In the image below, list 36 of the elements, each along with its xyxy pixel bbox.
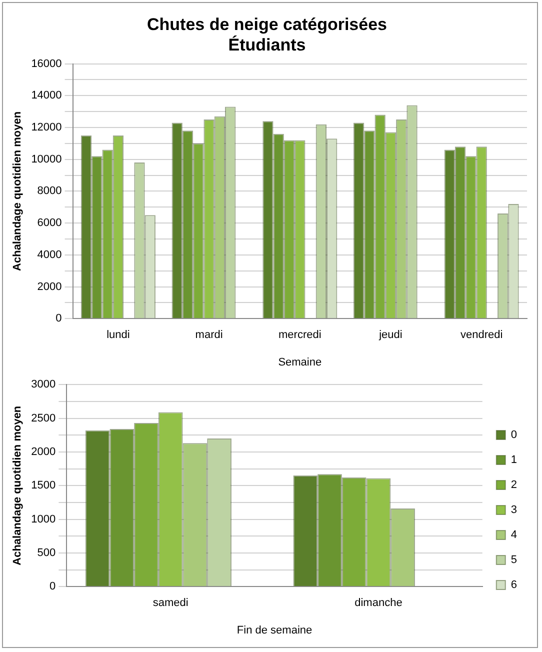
- legend-label: 5: [510, 554, 518, 566]
- legend-label: 2: [510, 479, 518, 492]
- y-tick-label: 1500: [31, 480, 56, 492]
- x-axis-title: Fin de semaine: [236, 624, 312, 636]
- legend-label: 6: [510, 579, 518, 592]
- y-tick-label: 0: [50, 580, 56, 593]
- y-tick-label: 3000: [31, 378, 56, 391]
- y-tick-label: 14000: [31, 90, 62, 102]
- y-tick-label: 8000: [37, 185, 62, 198]
- y-tick-label: 16000: [31, 58, 62, 70]
- legend-label: 1: [510, 454, 518, 466]
- legend-label: 3: [510, 504, 518, 516]
- y-axis-title: Achalandage quotidien moyen: [12, 406, 24, 566]
- x-tick-label: vendredi: [460, 329, 503, 342]
- x-tick-label: dimanche: [354, 597, 402, 610]
- x-tick-label: samedi: [152, 597, 188, 610]
- y-tick-label: 0: [56, 312, 62, 325]
- chart-title: Chutes de neige catégorisées: [147, 14, 387, 34]
- y-axis-title: Achalandage quotidien moyen: [12, 111, 24, 271]
- chart-subtitle: Étudiants: [228, 34, 306, 54]
- y-tick-label: 6000: [37, 217, 62, 230]
- y-tick-label: 4000: [37, 248, 62, 261]
- y-tick-label: 2000: [31, 446, 56, 458]
- x-tick-label: jeudi: [378, 329, 402, 342]
- y-tick-label: 2500: [31, 412, 56, 424]
- y-tick-label: 500: [37, 546, 56, 559]
- y-tick-label: 1000: [31, 513, 56, 526]
- x-tick-label: lundi: [106, 329, 130, 342]
- y-tick-label: 12000: [31, 122, 62, 134]
- x-axis-title: Semaine: [278, 356, 322, 368]
- y-tick-label: 2000: [37, 280, 62, 293]
- y-tick-label: 10000: [31, 153, 62, 166]
- x-tick-label: mercredi: [278, 329, 322, 342]
- x-tick-label: mardi: [195, 329, 223, 342]
- legend-label: 4: [510, 529, 518, 542]
- legend-label: 0: [510, 429, 518, 442]
